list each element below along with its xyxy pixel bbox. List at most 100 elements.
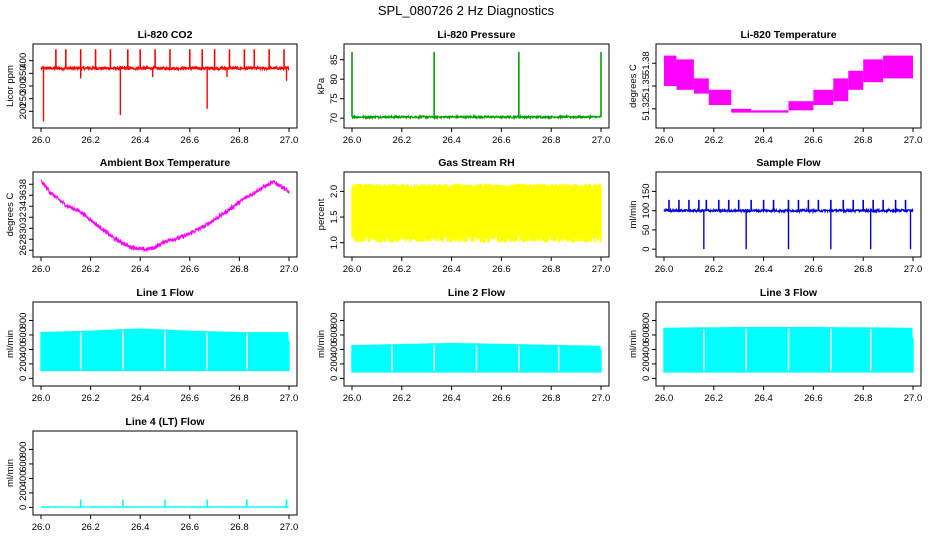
x-tick-label: 27.0 <box>904 264 923 275</box>
x-tick-label: 26.8 <box>230 393 249 404</box>
y-tick-label: 800 <box>641 313 652 329</box>
plot-frame <box>343 171 610 258</box>
plot-frame <box>32 301 298 387</box>
x-tick-label: 26.4 <box>442 264 461 275</box>
series-band <box>351 183 602 243</box>
x-tick-label: 26.2 <box>81 393 100 404</box>
panel-title: Gas Stream RH <box>438 157 514 169</box>
x-tick-label: 26.2 <box>81 135 100 146</box>
x-tick-label: 26.6 <box>804 135 823 146</box>
x-tick-label: 26.8 <box>854 264 873 275</box>
x-tick-label: 26.4 <box>131 393 150 404</box>
y-tick-label: 800 <box>18 442 29 458</box>
plot-frame <box>32 43 298 129</box>
y-tick-label: 0 <box>641 376 652 381</box>
panel-line4: Line 4 (LT) Flow 26.0 26.2 26.4 26.6 26.8 27.0… <box>5 416 298 533</box>
figure-title: SPL_080726 2 Hz Diagnostics <box>378 3 555 18</box>
step-band <box>751 110 789 113</box>
x-tick-label: 26.2 <box>393 393 412 404</box>
x-tick-label: 26.6 <box>181 135 200 146</box>
step-band <box>708 89 732 105</box>
x-tick-label: 27.0 <box>280 393 299 404</box>
y-tick-label: 1.5 <box>329 210 340 223</box>
y-tick-label: 0 <box>641 247 652 252</box>
y-tick-label: 51.35 <box>641 74 652 98</box>
series-line3 <box>663 327 914 373</box>
plot-frame <box>32 430 298 516</box>
y-axis-label: kPa <box>316 77 327 94</box>
y-tick-label: 200 <box>18 485 29 501</box>
y-tick-label: 75 <box>329 93 340 104</box>
x-tick-label: 26.6 <box>181 522 200 533</box>
y-tick-label: 2.0 <box>329 185 340 198</box>
plot-frame <box>32 171 298 258</box>
y-tick-label: 600 <box>641 327 652 343</box>
y-axis-label: ml/min <box>628 201 639 229</box>
x-tick-label: 26.0 <box>32 393 51 404</box>
panel-title: Ambient Box Temperature <box>100 157 231 169</box>
panel-title: Li-820 Temperature <box>740 29 836 41</box>
y-axis-label: degrees C <box>5 192 16 236</box>
series-sampleflow <box>663 199 914 250</box>
series-rh <box>351 183 602 243</box>
y-tick-label: 400 <box>329 341 340 357</box>
series-line2 <box>351 342 602 373</box>
y-tick-label: 34 <box>18 201 29 212</box>
y-tick-label: 26 <box>18 245 29 256</box>
step-band <box>863 59 884 83</box>
x-tick-label: 27.0 <box>904 393 923 404</box>
x-tick-label: 26.6 <box>492 135 511 146</box>
y-tick-label: 400 <box>18 341 29 357</box>
plot-frame <box>343 301 610 387</box>
step-band <box>813 89 834 105</box>
x-tick-label: 26.8 <box>542 135 561 146</box>
y-tick-label: 350 <box>18 65 29 81</box>
x-tick-label: 27.0 <box>280 264 299 275</box>
panel-line2: Line 2 Flow 26.0 26.2 26.4 26.6 26.8 27.0 0 2004… <box>316 287 610 404</box>
series-pressure <box>351 51 602 121</box>
x-tick-label: 26.8 <box>230 135 249 146</box>
y-axis-label: ml/min <box>628 330 639 358</box>
x-tick-label: 26.2 <box>81 522 100 533</box>
series-line <box>351 113 602 121</box>
y-tick-label: 200 <box>18 103 29 119</box>
step-band <box>848 70 864 90</box>
y-axis-label: percent <box>316 198 327 230</box>
x-tick-label: 26.2 <box>393 264 412 275</box>
panel-boxtemp: Ambient Box Temperature 26.0 26.2 26.4 26.6 2… <box>5 157 298 275</box>
y-axis-label: degrees C <box>628 64 639 108</box>
x-tick-label: 26.4 <box>131 264 150 275</box>
y-tick-label: 50 <box>641 225 652 236</box>
x-tick-label: 26.4 <box>754 393 773 404</box>
panel-licortemp: Li-820 Temperature 26.0 26.2 26.4 26.6 26.8 27… <box>628 29 922 146</box>
y-tick-label: 0 <box>18 505 29 510</box>
series-line4 <box>40 499 290 509</box>
x-tick-label: 26.4 <box>131 522 150 533</box>
y-tick-label: 70 <box>329 113 340 124</box>
panel-title: Li-820 CO2 <box>138 29 193 41</box>
x-tick-label: 26.4 <box>442 135 461 146</box>
x-tick-label: 26.2 <box>81 264 100 275</box>
y-axis-label: ml/min <box>316 330 327 358</box>
x-tick-label: 26.2 <box>705 135 724 146</box>
y-tick-label: 600 <box>329 327 340 343</box>
x-tick-label: 26.4 <box>442 393 461 404</box>
panel-title: Line 4 (LT) Flow <box>125 416 205 428</box>
x-tick-label: 26.0 <box>343 135 362 146</box>
plot-frame <box>343 43 610 129</box>
y-tick-label: 600 <box>18 327 29 343</box>
x-tick-label: 26.0 <box>343 264 362 275</box>
plot-frame <box>655 301 922 387</box>
y-tick-label: 300 <box>18 78 29 94</box>
panel-pressure: Li-820 Pressure 26.0 26.2 26.4 26.6 26.8 27.0 7… <box>316 29 610 146</box>
x-tick-label: 27.0 <box>280 135 299 146</box>
x-tick-label: 27.0 <box>592 393 611 404</box>
x-tick-label: 26.8 <box>854 135 873 146</box>
x-tick-label: 26.0 <box>32 522 51 533</box>
y-tick-label: 400 <box>18 53 29 69</box>
panel-line3: Line 3 Flow 26.0 26.2 26.4 26.6 26.8 27.0 0 2004… <box>628 287 922 404</box>
x-tick-label: 26.4 <box>754 264 773 275</box>
panel-title: Line 1 Flow <box>136 287 194 299</box>
series-line1 <box>40 328 290 372</box>
